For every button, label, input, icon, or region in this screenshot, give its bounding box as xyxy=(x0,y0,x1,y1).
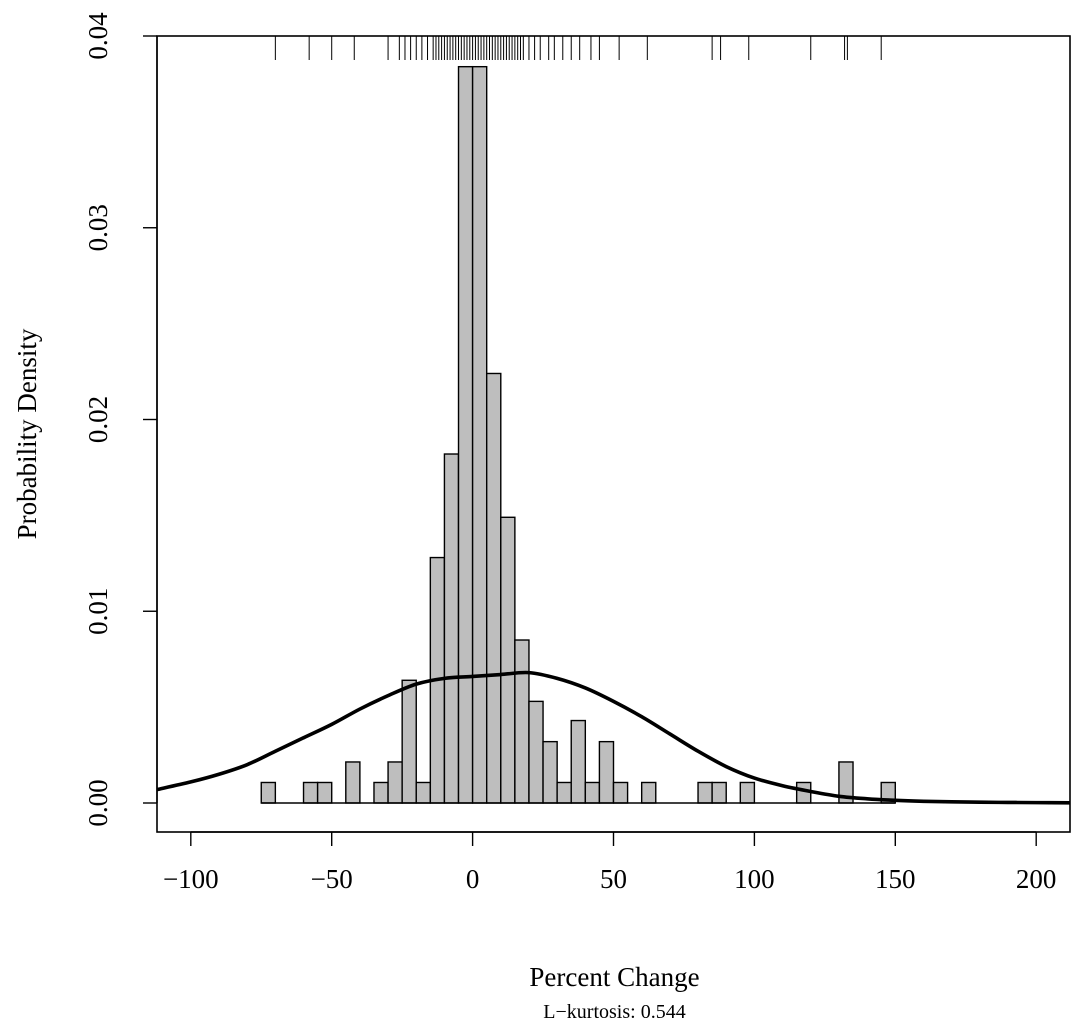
histogram-bar xyxy=(528,700,544,804)
histogram-bar xyxy=(500,516,516,804)
histogram-bar xyxy=(415,781,432,804)
histogram-bar xyxy=(387,761,403,804)
histogram-bar xyxy=(373,781,389,804)
x-tick-label: 0 xyxy=(466,864,480,894)
histogram-bar xyxy=(612,781,629,804)
y-tick-label: 0.03 xyxy=(83,204,113,251)
histogram-bar xyxy=(457,65,474,804)
histogram-bar xyxy=(739,781,756,804)
y-tick-label: 0.00 xyxy=(83,779,113,826)
histogram-bar xyxy=(471,65,488,804)
histogram-bars xyxy=(260,65,896,804)
x-tick-label: 200 xyxy=(1016,864,1057,894)
histogram-bar xyxy=(302,781,319,804)
y-tick-label: 0.01 xyxy=(83,588,113,635)
histogram-bar xyxy=(697,781,713,804)
histogram-bar xyxy=(556,781,572,804)
histogram-bar xyxy=(542,740,558,804)
rug-marks xyxy=(274,36,882,60)
chart-subtitle: L−kurtosis: 0.544 xyxy=(543,1001,685,1023)
x-axis-title: Percent Change xyxy=(529,962,699,992)
histogram-bar xyxy=(584,781,601,804)
x-tick-label: 150 xyxy=(875,864,916,894)
y-tick-label: 0.02 xyxy=(83,396,113,443)
x-axis: −100 −50 0 50 100 150 200 xyxy=(163,831,1057,894)
histogram-bar xyxy=(345,761,361,804)
histogram-bar xyxy=(485,372,502,804)
y-tick-label: 0.04 xyxy=(83,12,113,60)
histogram-bar xyxy=(570,719,587,804)
histogram-bar xyxy=(640,781,657,804)
histogram-bar xyxy=(260,781,277,804)
x-tick-label: −50 xyxy=(311,864,353,894)
y-axis: 0.00 0.01 0.02 0.03 0.04 xyxy=(83,12,158,827)
histogram-bar xyxy=(316,781,333,804)
x-tick-label: 50 xyxy=(600,864,627,894)
y-axis-title: Probability Density xyxy=(12,328,42,539)
x-tick-label: 100 xyxy=(734,864,775,894)
histogram-bar xyxy=(598,740,615,804)
x-tick-label: −100 xyxy=(163,864,219,894)
plot-frame xyxy=(156,35,1071,833)
histogram-bar xyxy=(514,639,530,804)
histogram-bar xyxy=(711,781,727,804)
histogram-bar xyxy=(443,453,460,804)
density-curve xyxy=(156,670,1071,805)
histogram-bar xyxy=(401,679,417,804)
